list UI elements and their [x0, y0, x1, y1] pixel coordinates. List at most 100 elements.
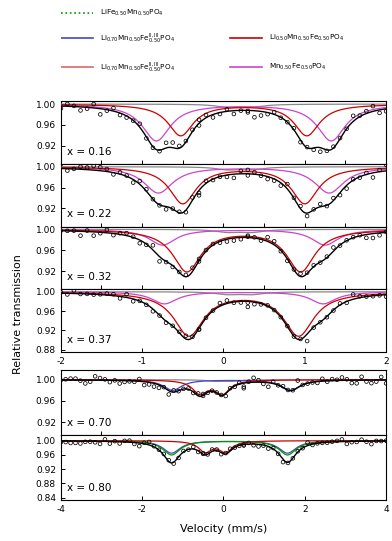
Point	[298, 335, 304, 344]
Point	[304, 337, 310, 345]
Point	[131, 440, 138, 448]
Point	[250, 441, 257, 450]
Point	[224, 173, 230, 181]
Point	[376, 166, 383, 174]
Point	[151, 382, 157, 391]
Point	[64, 100, 71, 108]
Text: Mn$_{0.50}$Fe$_{0.50}$PO$_{4}$: Mn$_{0.50}$Fe$_{0.50}$PO$_{4}$	[269, 62, 327, 72]
Point	[290, 454, 296, 463]
Point	[223, 392, 229, 400]
Point	[123, 113, 130, 122]
Point	[165, 456, 172, 465]
Point	[104, 164, 110, 173]
Point	[350, 175, 356, 183]
Point	[64, 227, 71, 235]
Point	[91, 100, 97, 108]
Point	[123, 171, 130, 180]
Point	[58, 104, 64, 113]
Point	[102, 375, 108, 384]
Point	[357, 173, 363, 182]
Point	[238, 107, 244, 115]
Point	[190, 388, 196, 397]
Point	[376, 109, 383, 117]
Point	[82, 379, 89, 388]
Point	[97, 229, 103, 237]
Point	[370, 102, 376, 110]
Point	[104, 289, 110, 298]
Point	[363, 437, 370, 446]
Point	[250, 373, 257, 382]
Point	[67, 374, 74, 383]
Point	[200, 449, 206, 458]
Text: Relative transmission: Relative transmission	[13, 254, 23, 374]
Point	[330, 306, 337, 315]
Point	[84, 289, 90, 298]
Point	[241, 440, 247, 449]
Point	[370, 173, 376, 182]
Point	[110, 231, 116, 240]
Point	[189, 263, 196, 272]
Point	[217, 110, 223, 118]
Point	[354, 438, 360, 446]
Point	[102, 435, 108, 444]
Point	[290, 386, 296, 394]
Point	[245, 108, 251, 117]
Point	[150, 195, 156, 203]
Point	[350, 111, 356, 120]
Point	[258, 300, 264, 309]
Point	[77, 377, 83, 385]
Point	[354, 379, 360, 388]
Point	[271, 237, 277, 246]
Point	[270, 444, 276, 452]
Point	[357, 292, 363, 300]
Point	[245, 377, 252, 386]
Point	[299, 381, 306, 390]
Point	[180, 385, 187, 393]
Point	[314, 379, 321, 387]
Point	[304, 212, 310, 220]
Point	[337, 134, 343, 142]
Point	[310, 146, 317, 154]
Point	[383, 228, 389, 236]
Point	[97, 290, 103, 299]
Point	[176, 268, 182, 276]
Point	[214, 445, 220, 454]
Point	[383, 379, 389, 388]
Point	[310, 324, 317, 332]
Point	[183, 270, 189, 279]
Point	[136, 442, 142, 451]
Point	[270, 378, 276, 386]
Point	[334, 375, 340, 384]
Point	[227, 384, 233, 393]
Point	[317, 258, 323, 267]
Point	[298, 202, 304, 210]
Point	[143, 241, 149, 249]
Point	[310, 205, 317, 214]
Point	[260, 380, 267, 388]
Point	[238, 235, 244, 243]
Point	[92, 438, 98, 447]
Point	[378, 373, 384, 381]
Point	[298, 269, 304, 278]
Point	[116, 379, 123, 388]
Text: LiFe$_{0.50}$Mn$_{0.50}$PO$_{4}$: LiFe$_{0.50}$Mn$_{0.50}$PO$_{4}$	[100, 8, 163, 18]
Point	[251, 300, 258, 308]
Point	[383, 292, 389, 301]
Point	[58, 376, 64, 385]
Point	[298, 138, 304, 147]
Point	[58, 438, 64, 447]
Point	[324, 313, 330, 321]
Point	[196, 325, 202, 333]
Point	[77, 289, 83, 298]
Point	[238, 298, 244, 307]
Point	[196, 325, 202, 334]
Point	[295, 376, 301, 385]
Point	[58, 227, 64, 235]
Point	[156, 445, 162, 454]
Point	[82, 438, 89, 446]
Point	[163, 138, 169, 147]
Point	[58, 160, 64, 169]
Point	[84, 163, 90, 172]
Point	[319, 439, 325, 447]
Point	[110, 170, 116, 179]
